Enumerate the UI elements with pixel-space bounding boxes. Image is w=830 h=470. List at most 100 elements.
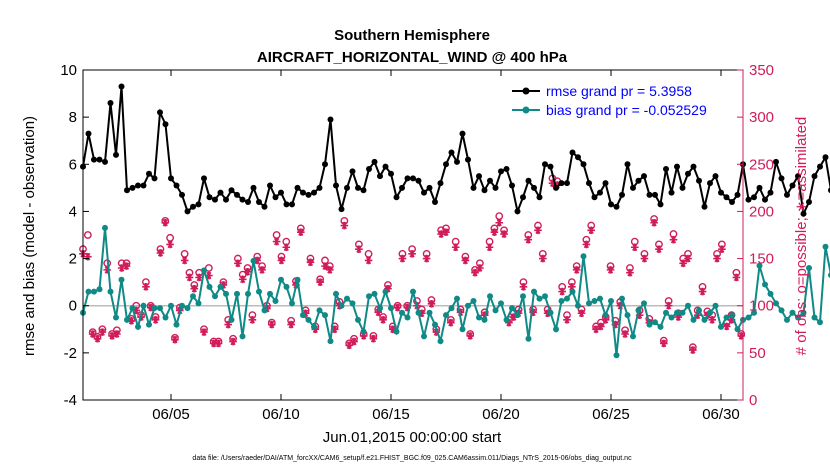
rmse-point [168, 175, 174, 182]
y-tick-label-right: 50 [749, 345, 766, 362]
y-tick-label-left: 4 [69, 203, 77, 220]
assimilated-obs-point [534, 226, 542, 235]
bias-point [619, 295, 625, 302]
rmse-point [481, 187, 488, 194]
legend-rmse-marker [522, 87, 530, 95]
possible-obs-point [582, 235, 591, 244]
rmse-point [399, 184, 405, 191]
rmse-point [580, 161, 587, 168]
bias-point [558, 298, 565, 304]
bias-point [234, 290, 240, 297]
possible-obs-point [384, 281, 392, 289]
bias-point [762, 281, 768, 288]
bias-point [481, 316, 488, 323]
assimilated-obs-point [568, 283, 576, 291]
y-axis-label-right: # of obs: o=possible; ∗=assimilated [793, 117, 810, 356]
assimilated-obs-point [127, 317, 136, 325]
assimilated-obs-point [161, 218, 170, 227]
bias-point [212, 293, 218, 300]
rmse-point [470, 184, 477, 191]
possible-obs-point [253, 252, 262, 261]
rmse-point [322, 161, 328, 168]
rmse-point [591, 194, 598, 201]
bias-point [822, 243, 829, 250]
bias-point [745, 314, 752, 321]
possible-obs-point [122, 259, 131, 268]
rmse-point [107, 100, 114, 106]
y-tick-label-left: 2 [69, 251, 77, 268]
chart-subtitle: AIRCRAFT_HORIZONTAL_WIND @ 400 hPa [257, 49, 568, 66]
rmse-point [278, 189, 284, 196]
bias-point [707, 309, 713, 316]
bias-point [729, 312, 735, 319]
bias-point [624, 312, 631, 319]
possible-obs-point [369, 331, 378, 340]
assimilated-obs-point [88, 330, 97, 338]
rmse-point [410, 175, 416, 182]
bias-point [476, 314, 482, 321]
possible-obs-point [596, 318, 605, 327]
y-tick-label-right: 100 [749, 298, 774, 315]
possible-obs-point [422, 249, 431, 258]
possible-obs-point [108, 330, 116, 338]
rmse-point [190, 203, 196, 210]
bias-point [668, 314, 675, 321]
possible-obs-point [655, 240, 663, 249]
rmse-point [294, 184, 301, 191]
rmse-point [542, 161, 548, 168]
rmse-point [146, 170, 152, 177]
rmse-point [762, 196, 768, 203]
rmse-point [602, 180, 609, 187]
bias-point [811, 314, 818, 321]
possible-obs-point [572, 262, 581, 271]
assimilated-obs-point [84, 252, 92, 261]
bias-point [597, 295, 603, 302]
bias-point [256, 288, 262, 295]
assimilated-obs-point [195, 273, 203, 282]
bias-point [498, 300, 504, 307]
possible-obs-point [475, 259, 484, 268]
possible-obs-point [142, 278, 150, 287]
bias-point [465, 302, 471, 309]
bias-point [333, 290, 339, 297]
bias-point [360, 328, 367, 335]
y-tick-label-right: 0 [749, 392, 757, 409]
bias-point [151, 305, 158, 312]
rmse-point [96, 156, 103, 163]
possible-obs-point [621, 326, 629, 335]
bias-point [437, 338, 444, 345]
bias-point [591, 298, 598, 304]
possible-obs-point [732, 268, 741, 277]
bias-point [305, 316, 312, 323]
rmse-point [179, 191, 185, 198]
possible-obs-point [112, 326, 121, 335]
assimilated-obs-point [693, 311, 702, 319]
bias-point [718, 323, 724, 330]
assimilated-obs-point [640, 254, 649, 263]
rmse-point [569, 149, 576, 156]
assimilated-obs-point [698, 287, 707, 296]
rmse-point [679, 184, 686, 191]
rmse-point [437, 180, 444, 187]
assimilated-obs-point [282, 243, 291, 252]
rmse-point [630, 184, 636, 191]
rmse-point [674, 163, 680, 170]
bias-point [734, 326, 741, 333]
data-file-footnote: data file: /Users/raeder/DAI/ATM_forcXX/… [192, 455, 632, 462]
possible-obs-point [325, 262, 334, 271]
rmse-point [393, 194, 400, 201]
rmse-point [465, 156, 471, 163]
rmse-point [734, 191, 741, 198]
possible-obs-point [306, 254, 315, 263]
rmse-point [223, 196, 229, 203]
bias-point [250, 257, 257, 264]
assimilated-obs-point [345, 341, 353, 350]
possible-obs-point [156, 245, 165, 254]
assimilated-obs-point [708, 316, 716, 324]
bias-point [679, 309, 686, 316]
assimilated-obs-point [718, 245, 726, 253]
bias-point [800, 309, 807, 316]
bias-point [322, 312, 328, 319]
assimilated-obs-point [548, 179, 557, 187]
